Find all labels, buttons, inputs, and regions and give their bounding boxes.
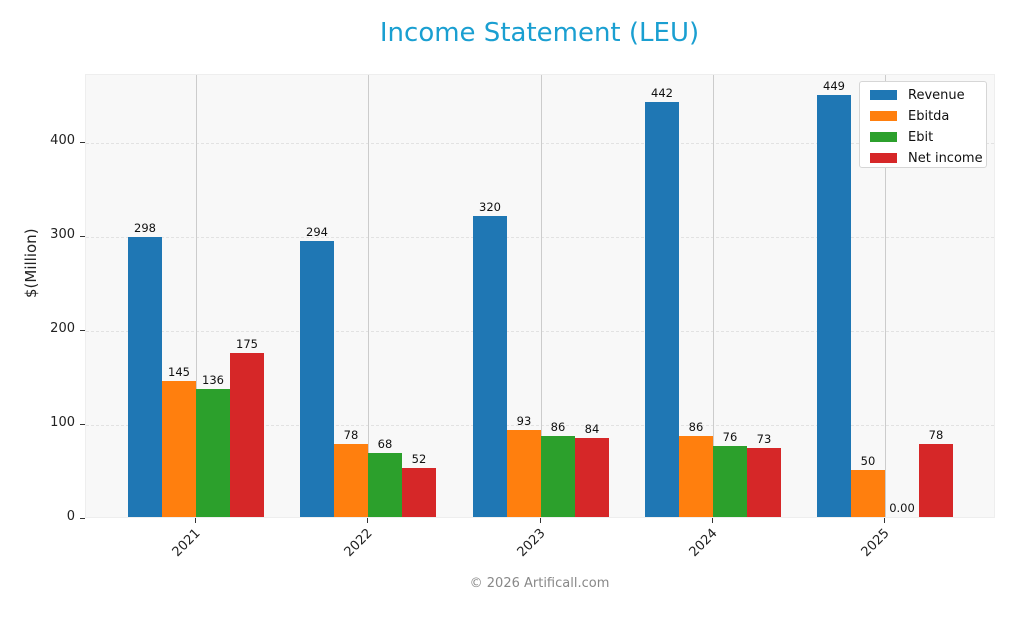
bar-value-label: 145 [168,364,190,379]
bar-value-label: 86 [688,420,704,435]
legend-item-revenue: Revenue [870,86,965,104]
y-tick-mark [80,142,85,143]
y-tick-label: 100 [50,415,75,430]
legend-swatch [870,132,897,142]
bar-value-label: 136 [202,373,224,388]
x-tick-label: 2021 [169,526,204,561]
v-gridline [196,75,197,517]
bar-ebit-2021 [196,389,230,517]
x-tick-mark [712,518,713,523]
legend-item-ebitda: Ebitda [870,107,949,125]
bar-value-label: 298 [134,220,156,235]
bar-ebit-2023 [541,436,575,517]
bar-net-income-2023 [575,438,609,517]
y-tick-label: 0 [66,509,75,524]
v-gridline [541,75,542,517]
y-tick-mark [80,424,85,425]
legend-swatch [870,90,897,100]
chart-title: Income Statement (LEU) [379,18,700,48]
x-tick-label: 2023 [514,526,549,561]
bar-ebit-2022 [368,453,402,517]
h-gridline [86,237,994,238]
copyright-footer: © 2026 Artificall.com [469,576,610,591]
legend-swatch [870,153,897,163]
bar-revenue-2021 [128,236,162,517]
plot-area: 298 294 320 442 449 145 78 93 86 50 136 68 86 76 0.00 1… [85,74,995,518]
bar-net-income-2024 [747,448,781,517]
bar-ebitda-2023 [507,429,541,517]
x-tick-label: 2024 [686,526,721,561]
bar-value-label: 78 [343,427,359,442]
bar-net-income-2025 [919,443,953,517]
bar-value-label: 86 [550,420,566,435]
bar-value-label: 320 [479,200,501,215]
bar-ebit-2024 [713,445,747,517]
h-gridline [86,425,994,426]
x-tick-label: 2025 [858,526,893,561]
y-tick-label: 300 [50,227,75,242]
legend-label: Ebit [908,129,934,145]
x-tick-mark [540,518,541,523]
bar-value-label: 449 [823,78,845,93]
v-gridline [713,75,714,517]
legend: Revenue Ebitda Ebit Net income [859,81,987,168]
bar-ebitda-2024 [679,436,713,517]
bar-revenue-2023 [473,216,507,517]
bar-value-label: 93 [516,413,532,428]
bar-value-label: 73 [756,432,772,447]
bar-ebitda-2021 [162,380,196,517]
legend-item-ebit: Ebit [870,128,933,146]
bar-value-label: 0.00 [889,501,915,515]
bar-value-label: 442 [651,85,673,100]
bar-net-income-2022 [402,468,436,517]
bar-revenue-2022 [300,240,334,517]
legend-swatch [870,111,897,121]
y-tick-label: 200 [50,321,75,336]
y-tick-mark [80,518,85,519]
bar-revenue-2025 [817,94,851,517]
h-gridline [86,143,994,144]
legend-label: Revenue [908,87,965,103]
h-gridline [86,331,994,332]
x-tick-mark [367,518,368,523]
y-tick-label: 400 [50,133,75,148]
bar-ebitda-2025 [851,470,885,517]
bar-revenue-2024 [645,101,679,517]
legend-label: Net income [908,150,983,166]
legend-label: Ebitda [908,108,950,124]
bar-value-label: 84 [584,422,600,437]
y-tick-mark [80,330,85,331]
x-tick-label: 2022 [341,526,376,561]
legend-item-net-income: Net income [870,149,983,167]
v-gridline [885,75,886,517]
bar-value-label: 76 [722,429,738,444]
v-gridline [368,75,369,517]
bar-value-label: 175 [236,336,258,351]
y-tick-mark [80,236,85,237]
bar-ebitda-2022 [334,443,368,517]
x-tick-mark [195,518,196,523]
bar-value-label: 78 [928,427,944,442]
bar-value-label: 294 [306,224,328,239]
bar-value-label: 52 [411,452,427,467]
bar-value-label: 50 [860,454,876,468]
bar-net-income-2021 [230,352,264,517]
bar-value-label: 68 [377,437,393,452]
x-tick-mark [884,518,885,523]
